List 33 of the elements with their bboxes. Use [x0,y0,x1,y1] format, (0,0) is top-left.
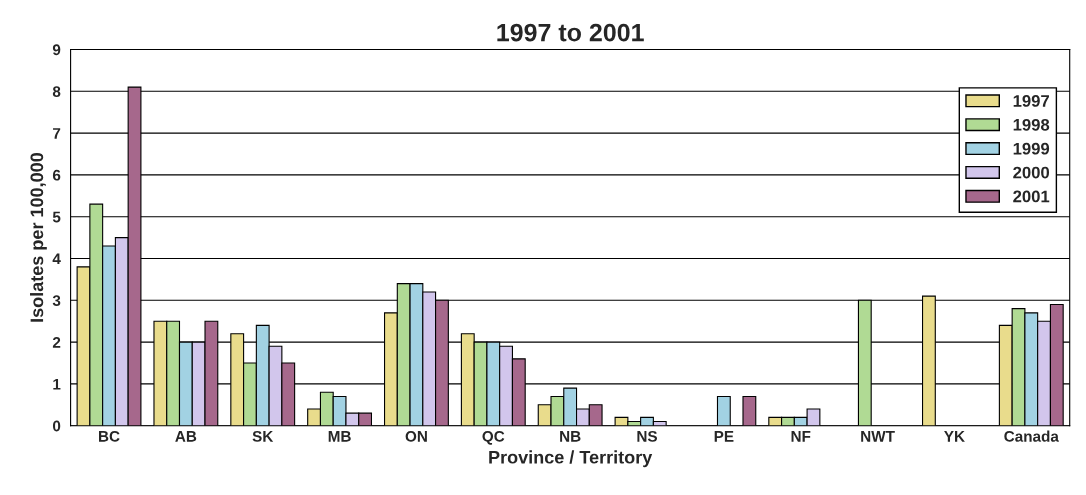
y-tick-label: 4 [52,253,61,265]
x-tick-label: PE [714,431,734,442]
x-tick-label: NS [637,430,658,442]
x-tick-label: AB [175,431,197,442]
legend-label: 2001 [1013,190,1050,203]
x-axis-title: Province / Territory [489,450,653,468]
x-tick-label: NF [791,431,811,442]
y-tick-label: 3 [52,295,61,307]
y-tick-label: 2 [52,336,61,348]
legend-label: 1999 [1013,142,1050,155]
bar [716,395,731,426]
x-tick-label: Canada [1004,430,1059,442]
x-tick-label: MB [328,431,351,442]
x-tick-label: QC [482,430,505,445]
y-tick-label: 1 [53,378,61,390]
y-axis-title: Isolates per 100,000 [29,153,47,322]
legend-label: 1998 [1013,118,1050,131]
y-tick-label: 8 [52,86,61,97]
x-tick-label: BC [99,430,120,442]
x-tick-label: SK [252,430,274,442]
x-tick-label: NB [560,431,581,442]
chart-title: 1997 to 2001 [497,23,644,42]
legend-label: 1997 [1013,95,1049,107]
y-tick-label: 5 [52,211,61,223]
x-tick-label: ON [405,430,427,442]
legend-label: 2000 [1013,166,1050,179]
y-tick-label: 7 [53,128,61,139]
y-tick-label: 9 [52,44,61,56]
y-tick-label: 0 [52,420,61,432]
x-tick-label: YK [944,431,965,442]
bar [742,395,757,426]
x-tick-label: NWT [861,431,895,442]
y-tick-label: 6 [52,169,61,181]
